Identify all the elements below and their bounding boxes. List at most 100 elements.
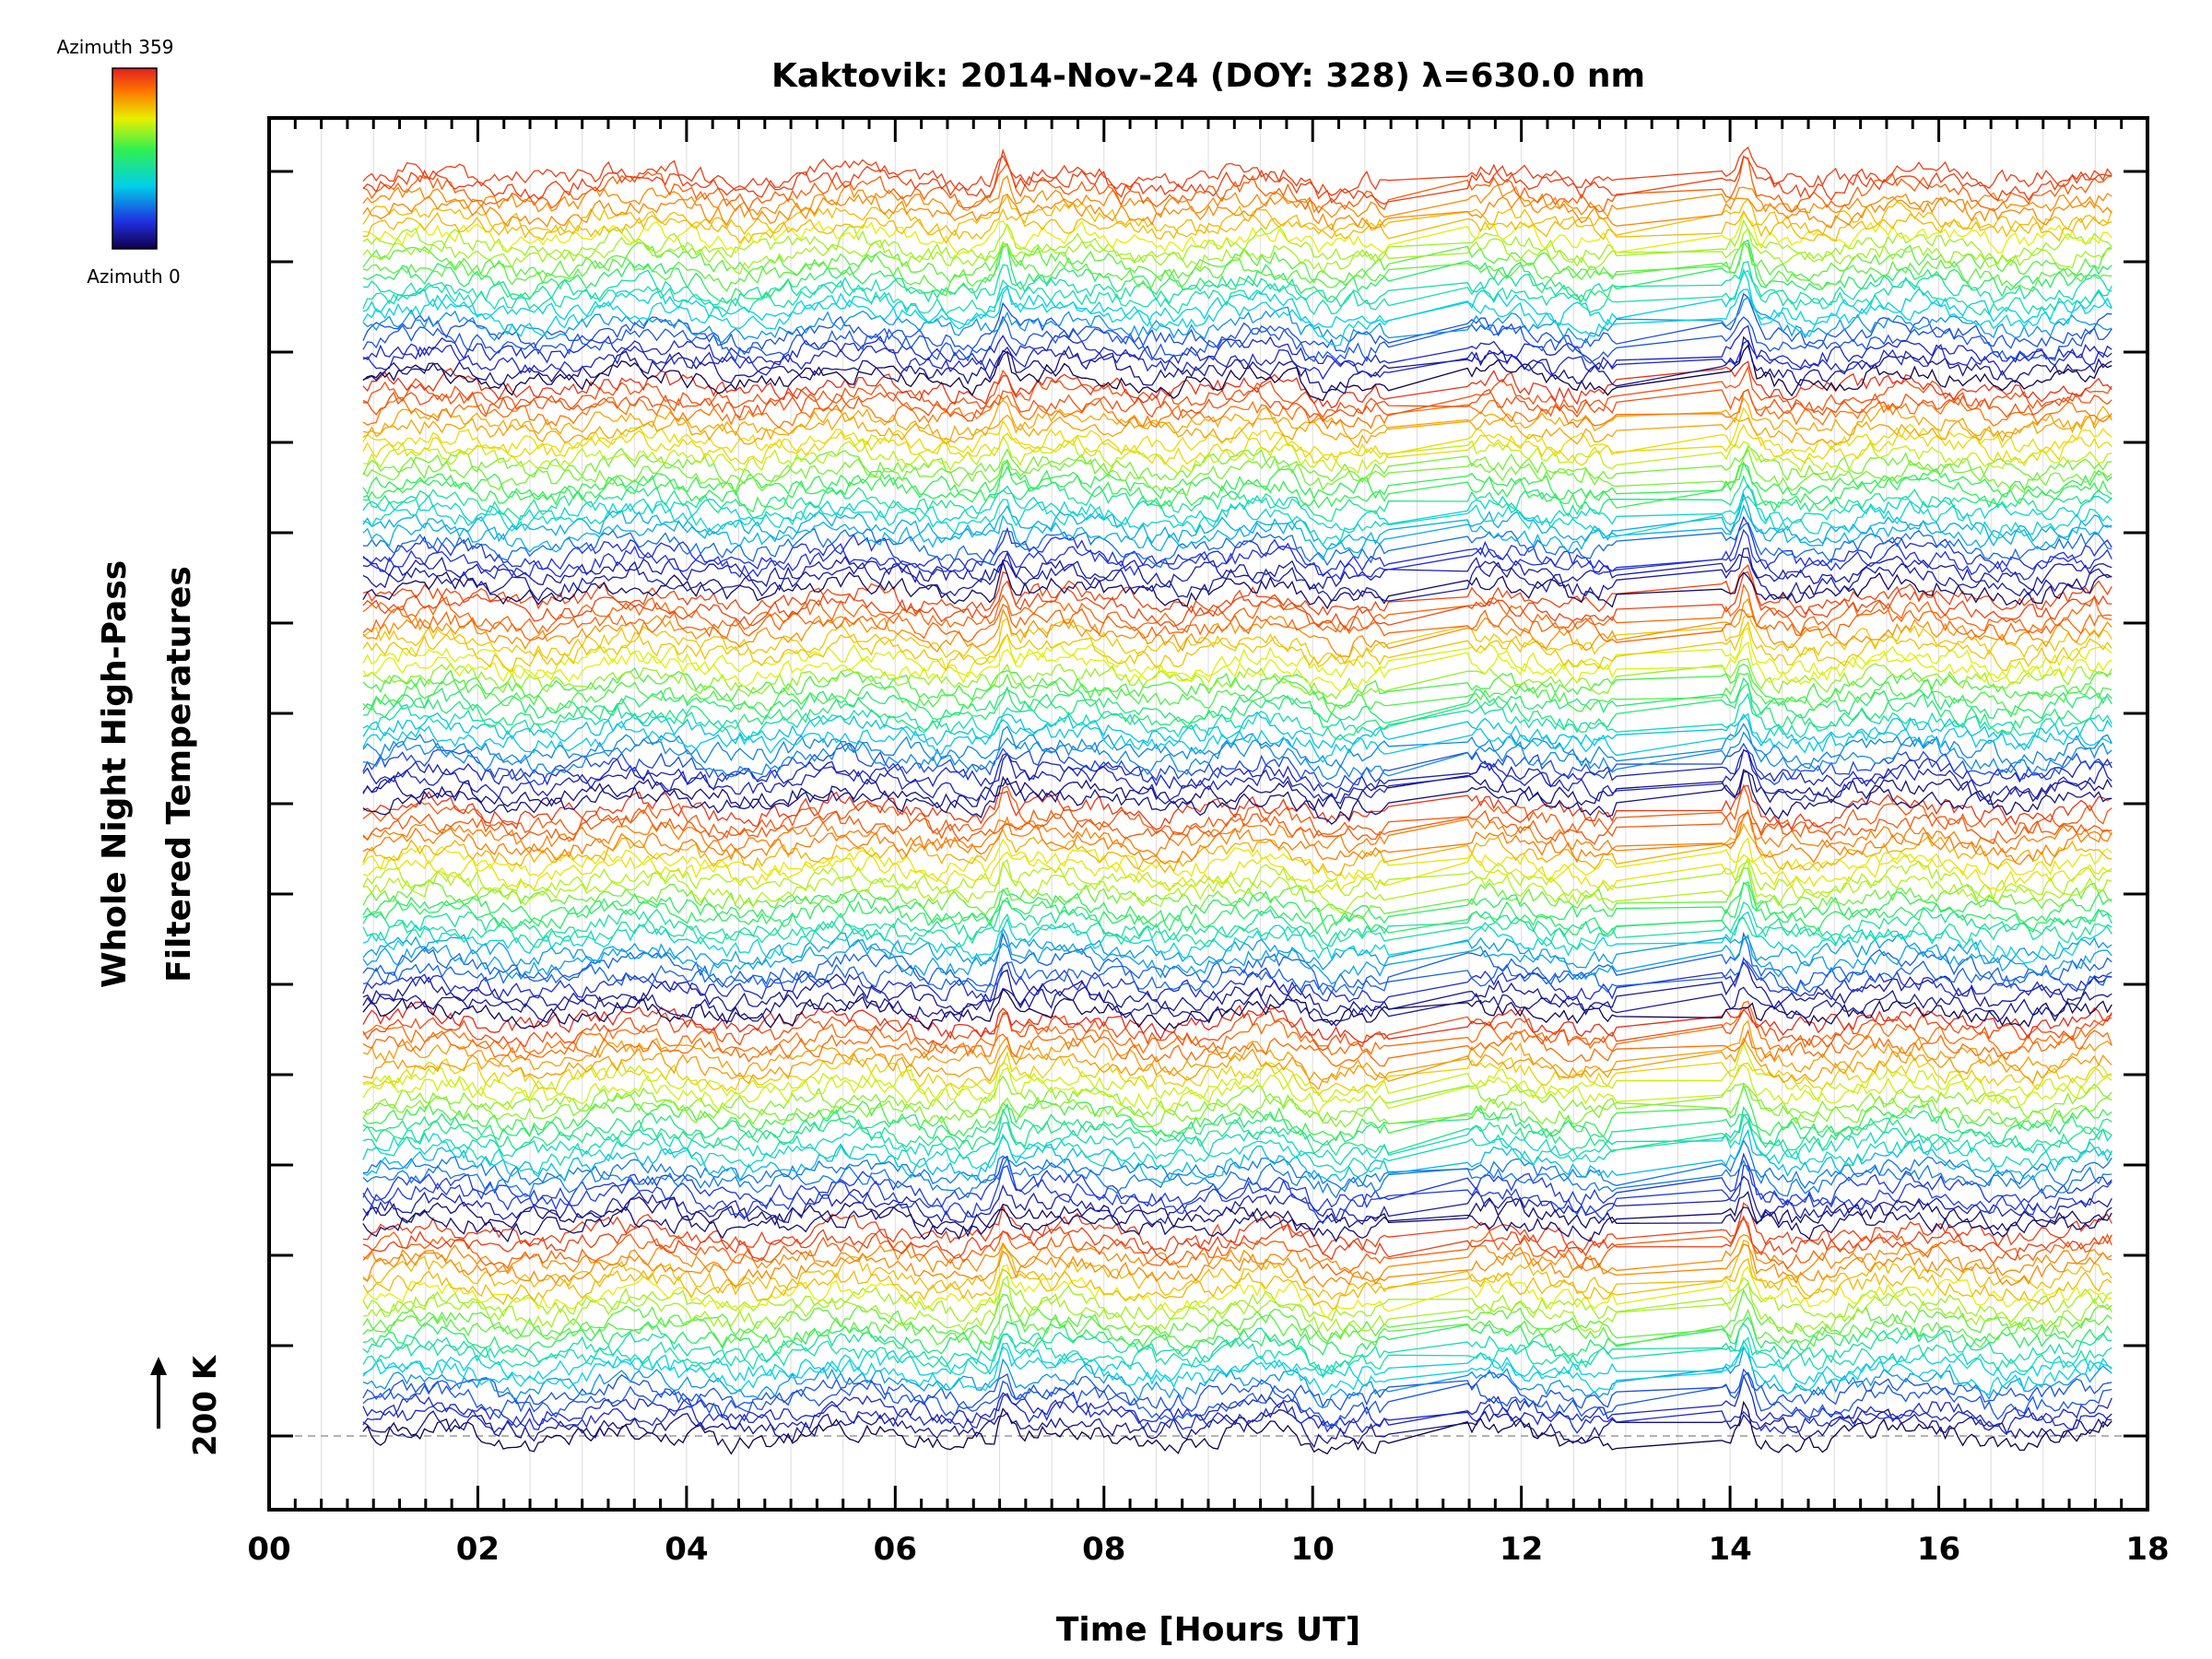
temperature-trace [362,1157,2112,1199]
temperature-trace [362,809,2112,845]
temperature-trace [362,218,2112,266]
temperature-trace [362,985,2112,1027]
temperature-trace [362,1345,2112,1385]
x-tick-label: 08 [1082,1531,1125,1568]
temperature-trace [362,1288,2112,1345]
temperature-trace [362,932,2112,971]
temperature-trace [362,315,2112,364]
temperature-trace [362,711,2112,750]
temperature-trace [362,749,2112,799]
temperature-trace [362,148,2112,206]
temperature-trace [362,1083,2112,1142]
x-tick-label: 02 [456,1531,500,1568]
temperature-trace [362,960,2112,1017]
temperature-trace [362,1373,2112,1430]
y-axis-label-line2: Filtered Temperatures [160,566,198,982]
temperature-trace [362,522,2112,569]
temperature-trace [362,339,2112,381]
temperature-trace [362,856,2112,900]
scale-arrow-head [150,1357,167,1375]
temperature-trace [362,627,2112,682]
scale-label: 200 K [187,1354,224,1456]
temperature-trace [362,194,2112,241]
temperature-trace [362,174,2112,218]
y-axis-label-line1: Whole Night High-Pass [96,560,134,988]
temperature-trace [362,1215,2112,1262]
temperature-trace [362,239,2112,303]
temperature-trace [362,227,2112,275]
temperature-trace [362,515,2112,578]
temperature-trace [362,672,2112,716]
temperature-trace [362,1302,2112,1348]
temperature-trace [362,712,2112,763]
temperature-trace [362,597,2112,658]
temperature-trace [362,559,2112,610]
temperature-trace [362,344,2112,402]
temperature-trace [362,1113,2112,1166]
temperature-trace [362,931,2112,996]
temperature-trace [362,1075,2112,1124]
temperature-trace [362,406,2112,459]
temperature-trace [362,1264,2112,1320]
temperature-trace [362,838,2112,882]
temperature-trace [362,958,2112,997]
temperature-trace [362,1120,2112,1175]
temperature-trace [362,881,2112,936]
temperature-trace [362,503,2112,561]
temperature-trace [362,241,2112,284]
temperature-trace [362,1175,2112,1226]
colorbar-bottom-label: Azimuth 0 [87,265,181,288]
temperature-trace [362,463,2112,503]
temperature-trace [362,748,2112,805]
x-axis-label: Time [Hours UT] [1056,1611,1360,1649]
temperature-trace [362,742,2112,789]
x-tick-label: 04 [665,1531,708,1568]
temperature-traces [362,146,2112,1455]
temperature-trace [362,1281,2112,1324]
temperature-trace [362,423,2112,466]
temperature-trace [362,365,2112,418]
temperature-trace [362,146,2112,196]
temperature-trace [362,1334,2112,1378]
temperature-trace [362,335,2112,394]
x-tick-label: 12 [1500,1531,1543,1568]
temperature-trace [362,447,2112,496]
temperature-trace [362,620,2112,673]
temperature-trace [362,1316,2112,1359]
temperature-trace [362,692,2112,741]
temperature-trace [362,783,2112,841]
temperature-trace [362,731,2112,781]
temperature-trace [362,1408,2112,1449]
temperature-trace [362,1152,2112,1212]
temperature-trace [362,388,2112,430]
temperature-trace [362,1139,2112,1193]
temperature-trace [362,1019,2112,1084]
temperature-trace [362,1368,2112,1413]
temperature-trace [362,1206,2112,1243]
temperature-trace [362,682,2112,740]
temperature-trace [362,564,2112,618]
chart-title: Kaktovik: 2014-Nov-24 (DOY: 328) λ=630.0… [771,57,1645,95]
x-tick-label: 10 [1291,1531,1335,1568]
temperature-trace [362,547,2112,603]
temperature-trace [362,784,2112,830]
temperature-trace [362,1218,2112,1277]
temperature-trace [362,837,2112,893]
temperature-trace [362,1233,2112,1282]
temperature-trace [362,1102,2112,1146]
temperature-trace [362,900,2112,947]
temperature-trace [362,296,2112,344]
temperature-trace [362,193,2112,231]
temperature-trace [362,809,2112,865]
vertical-gridlines [321,118,2096,1510]
temperature-trace [362,988,2112,1031]
temperature-trace [362,360,2112,409]
temperature-trace [362,324,2112,371]
temperature-trace [362,1258,2112,1310]
temperature-trace [362,571,2112,632]
temperature-trace [362,1001,2112,1043]
temperature-trace [362,1041,2112,1103]
temperature-trace [362,553,2112,592]
temperature-trace [362,677,2112,724]
